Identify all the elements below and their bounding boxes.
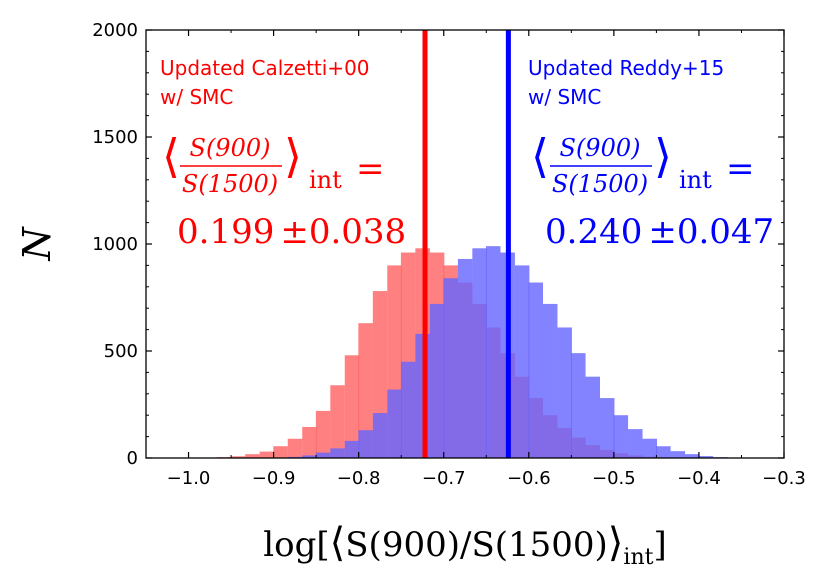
reddy-denominator: S(1500) xyxy=(552,170,648,198)
reddy-annotation: Updated Reddy+15 w/ SMC ⟨ S(900) S(1500)… xyxy=(528,56,774,252)
reddy-bar xyxy=(670,451,686,458)
reddy-subscript: int xyxy=(679,166,712,194)
x-tick-label: −0.3 xyxy=(762,468,806,489)
x-tick-label: −1.0 xyxy=(167,468,211,489)
reddy-bar xyxy=(358,430,373,458)
reddy-close-bracket: ⟩ xyxy=(654,129,672,183)
reddy-bar xyxy=(698,456,714,458)
reddy-bar xyxy=(599,398,615,458)
reddy-bar xyxy=(585,376,601,458)
calzetti-open-bracket: ⟨ xyxy=(162,129,180,183)
calzetti-bar xyxy=(245,454,260,458)
x-tick-label: −0.5 xyxy=(592,468,636,489)
y-tick-label: 1500 xyxy=(92,127,138,148)
reddy-bar xyxy=(571,353,586,458)
y-tick-label: 500 xyxy=(104,341,138,362)
calzetti-equals: = xyxy=(356,149,385,189)
reddy-label-line1: Updated Reddy+15 xyxy=(528,56,724,80)
calzetti-value: 0.199 ±0.038 xyxy=(177,212,406,252)
reddy-bar xyxy=(457,258,473,458)
calzetti-bar xyxy=(287,438,303,458)
reddy-bar xyxy=(472,248,487,458)
y-tick-label: 2000 xyxy=(92,20,138,41)
reddy-numerator: S(900) xyxy=(560,134,641,162)
reddy-bar xyxy=(372,413,388,458)
reddy-bar xyxy=(613,415,629,458)
reddy-open-bracket: ⟨ xyxy=(531,129,549,183)
y-axis-label: N xyxy=(15,226,59,262)
calzetti-subscript: int xyxy=(309,166,342,194)
x-tick-label: −0.4 xyxy=(677,468,721,489)
reddy-bar xyxy=(429,303,445,458)
calzetti-label-line2: w/ SMC xyxy=(160,85,233,109)
reddy-bar xyxy=(557,327,572,458)
y-axis-ticks: 0 500 1000 1500 2000 xyxy=(92,20,784,469)
calzetti-bar xyxy=(230,456,246,458)
x-tick-label: −0.7 xyxy=(422,468,466,489)
reddy-bar xyxy=(628,429,643,458)
calzetti-numerator: S(900) xyxy=(190,134,271,162)
calzetti-bar xyxy=(358,323,373,458)
calzetti-bar xyxy=(302,426,317,458)
reddy-value: 0.240 ±0.047 xyxy=(545,212,774,252)
calzetti-bar xyxy=(330,385,345,458)
calzetti-bar xyxy=(259,451,275,458)
reddy-bar xyxy=(387,389,402,458)
reddy-bar xyxy=(514,265,530,458)
calzetti-bar xyxy=(315,410,331,458)
reddy-bar xyxy=(443,278,458,458)
reddy-bar xyxy=(485,246,501,458)
reddy-bar xyxy=(315,452,331,458)
x-tick-label: −0.9 xyxy=(252,468,296,489)
x-axis-label: log[⟨S(900)/S(1500)⟩int] xyxy=(263,520,666,570)
x-tick-label: −0.6 xyxy=(507,468,551,489)
calzetti-close-bracket: ⟩ xyxy=(284,129,302,183)
calzetti-bar xyxy=(273,446,288,458)
reddy-equals: = xyxy=(726,149,755,189)
x-tick-label: −0.8 xyxy=(337,468,381,489)
reddy-bar xyxy=(302,455,317,458)
y-tick-label: 1000 xyxy=(92,234,138,255)
reddy-bar xyxy=(685,454,700,458)
calzetti-annotation: Updated Calzetti+00 w/ SMC ⟨ S(900) S(15… xyxy=(160,56,406,252)
calzetti-label-line1: Updated Calzetti+00 xyxy=(160,56,370,80)
reddy-label-line2: w/ SMC xyxy=(528,85,601,109)
reddy-bar xyxy=(528,282,544,458)
x-axis-ticks: −1.0 −0.9 −0.8 −0.7 −0.6 −0.5 −0.4 −0.3 xyxy=(145,30,806,489)
reddy-bar xyxy=(330,448,345,458)
reddy-bar xyxy=(400,361,416,458)
y-tick-label: 0 xyxy=(127,448,138,469)
calzetti-denominator: S(1500) xyxy=(182,170,278,198)
reddy-bar xyxy=(542,303,558,458)
reddy-bar xyxy=(344,440,360,458)
calzetti-bar xyxy=(344,355,360,458)
reddy-bar xyxy=(656,446,671,458)
reddy-bar xyxy=(642,438,657,458)
